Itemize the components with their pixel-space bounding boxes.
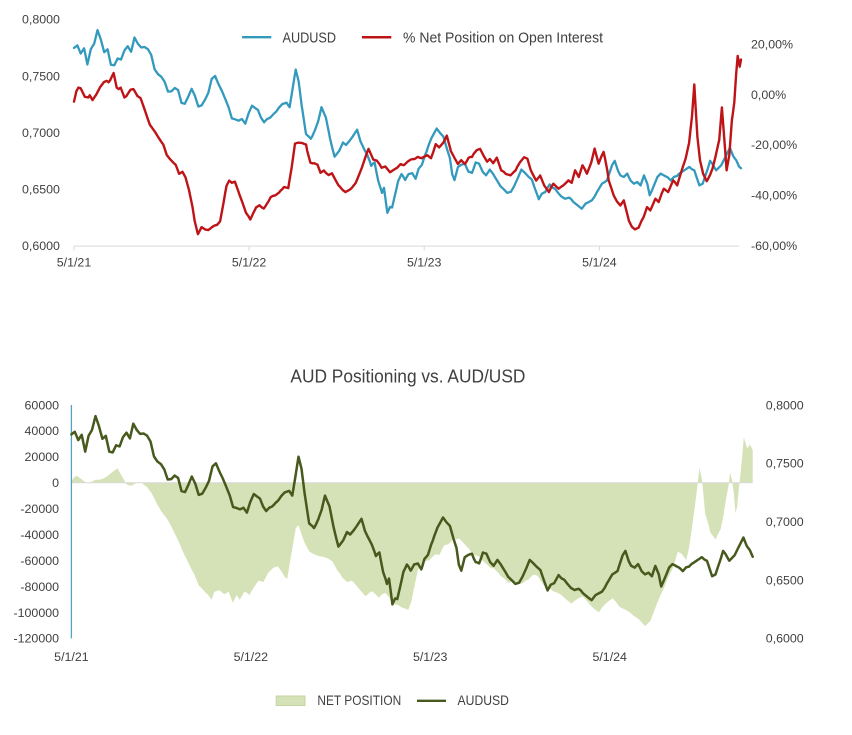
svg-text:5/1/22: 5/1/22 — [234, 650, 269, 664]
svg-text:5/1/24: 5/1/24 — [582, 255, 617, 269]
svg-text:20000: 20000 — [25, 450, 60, 464]
svg-text:-40000: -40000 — [20, 528, 59, 542]
svg-text:5/1/23: 5/1/23 — [413, 650, 448, 664]
svg-text:0,7500: 0,7500 — [766, 457, 804, 471]
svg-text:AUD Positioning vs. AUD/USD: AUD Positioning vs. AUD/USD — [290, 367, 525, 387]
svg-text:-80000: -80000 — [20, 580, 59, 594]
svg-text:0,6000: 0,6000 — [766, 632, 804, 646]
svg-text:5/1/24: 5/1/24 — [592, 650, 627, 664]
svg-text:0,6500: 0,6500 — [766, 573, 804, 587]
svg-text:0: 0 — [52, 476, 59, 490]
svg-text:-100000: -100000 — [14, 606, 60, 620]
svg-text:NET POSITION: NET POSITION — [317, 692, 401, 708]
svg-text:5/1/22: 5/1/22 — [232, 255, 267, 269]
svg-text:-60,00%: -60,00% — [751, 239, 797, 253]
svg-text:0,00%: 0,00% — [751, 88, 786, 102]
svg-text:5/1/21: 5/1/21 — [57, 255, 92, 269]
svg-text:0,8000: 0,8000 — [22, 13, 60, 27]
svg-text:20,00%: 20,00% — [751, 38, 793, 52]
svg-text:0,6000: 0,6000 — [22, 239, 60, 253]
svg-text:-40,00%: -40,00% — [751, 189, 797, 203]
svg-text:0,6500: 0,6500 — [22, 182, 60, 196]
svg-text:0,7500: 0,7500 — [22, 69, 60, 83]
svg-text:% Net Position on Open Interes: % Net Position on Open Interest — [403, 30, 603, 46]
svg-text:-60000: -60000 — [20, 554, 59, 568]
svg-text:-20,00%: -20,00% — [751, 138, 797, 152]
svg-text:5/1/23: 5/1/23 — [407, 255, 442, 269]
svg-text:0,7000: 0,7000 — [766, 515, 804, 529]
svg-text:60000: 60000 — [25, 398, 60, 412]
svg-text:0,8000: 0,8000 — [766, 398, 804, 412]
svg-text:5/1/21: 5/1/21 — [54, 650, 89, 664]
svg-text:-120000: -120000 — [14, 632, 60, 646]
svg-text:AUDUSD: AUDUSD — [283, 30, 337, 46]
svg-text:0,7000: 0,7000 — [22, 126, 60, 140]
svg-text:AUDUSD: AUDUSD — [458, 692, 510, 708]
svg-text:40000: 40000 — [25, 424, 60, 438]
svg-text:-20000: -20000 — [20, 502, 59, 516]
